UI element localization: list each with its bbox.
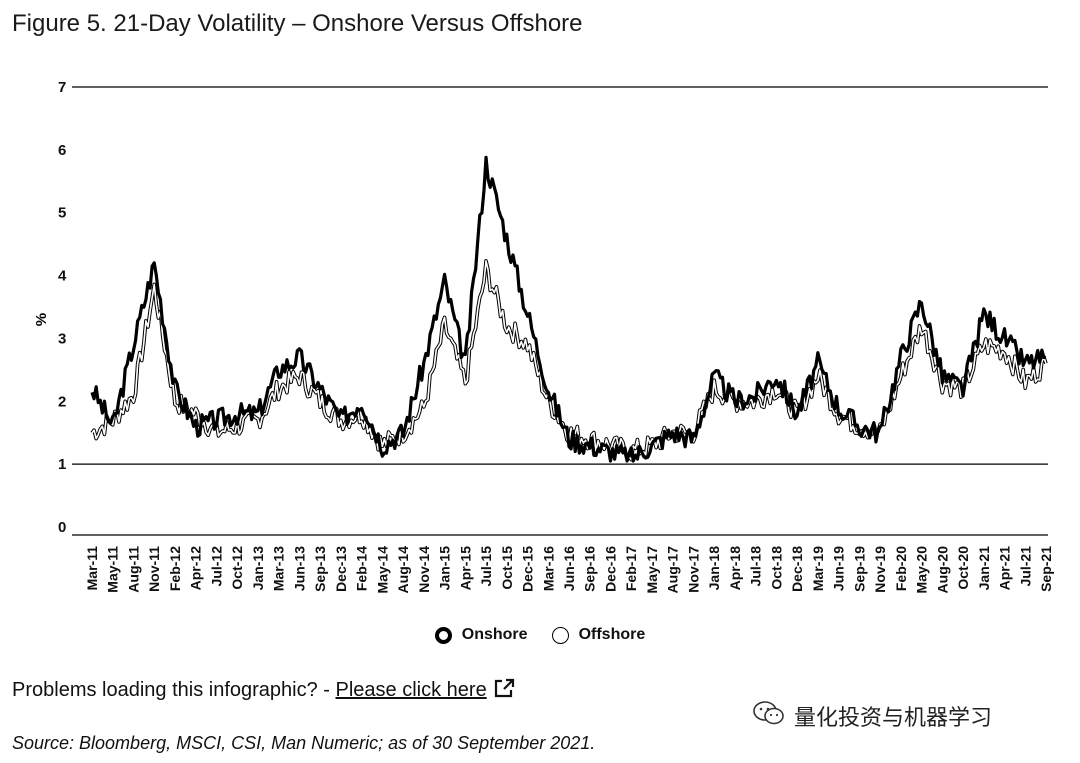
x-tick-label: Mar-11 <box>84 546 100 591</box>
x-tick-label: Jan-18 <box>706 546 722 591</box>
x-tick-label: Jul-18 <box>748 546 764 587</box>
problems-text: Problems loading this infographic? - <box>12 679 336 701</box>
x-tick-label: Jan-13 <box>250 546 266 591</box>
x-tick-label: Mar-13 <box>271 546 287 591</box>
x-tick-label: Nov-19 <box>872 546 888 593</box>
problems-loading-note: Problems loading this infographic? - Ple… <box>12 678 515 704</box>
x-tick-label: Apr-21 <box>997 546 1013 591</box>
x-tick-label: Jul-15 <box>478 546 494 587</box>
x-tick-label: Aug-11 <box>125 546 141 593</box>
x-tick-label: Sep-16 <box>582 546 598 592</box>
y-tick-label: 2 <box>58 393 66 410</box>
click-here-link[interactable]: Please click here <box>335 679 487 701</box>
y-tick-label: 4 <box>58 268 67 285</box>
x-tick-label: Sep-19 <box>851 546 867 592</box>
x-tick-label: Sep-13 <box>312 546 328 592</box>
offshore-swatch-icon <box>551 626 569 644</box>
x-tick-label: May-11 <box>105 546 121 593</box>
legend-item-onshore[interactable]: Onshore <box>434 626 528 644</box>
y-tick-label: 0 <box>58 519 66 536</box>
x-tick-label: Jul-12 <box>208 546 224 587</box>
y-tick-label: 1 <box>58 456 66 473</box>
wechat-icon <box>752 700 786 732</box>
x-tick-label: Jan-15 <box>437 546 453 591</box>
x-tick-label: Apr-12 <box>188 546 204 591</box>
x-tick-label: Aug-14 <box>395 546 411 594</box>
x-tick-label: May-14 <box>374 546 390 594</box>
x-tick-label: Feb-17 <box>623 546 639 591</box>
legend-label-offshore: Offshore <box>578 626 646 643</box>
x-tick-label: Aug-17 <box>665 546 681 594</box>
x-tick-label: Aug-20 <box>934 546 950 594</box>
y-tick-label: 5 <box>58 205 66 222</box>
wechat-watermark: 量化投资与机器学习 <box>752 700 992 732</box>
y-axis-label: % <box>33 313 50 326</box>
x-tick-label: Jul-21 <box>1017 546 1033 587</box>
x-tick-label: Jan-21 <box>976 546 992 591</box>
x-tick-label: Oct-18 <box>768 546 784 590</box>
x-tick-label: May-17 <box>644 546 660 594</box>
external-link-icon[interactable] <box>493 678 515 704</box>
y-tick-label: 7 <box>58 79 66 96</box>
figure-title: Figure 5. 21-Day Volatility – Onshore Ve… <box>12 10 583 37</box>
x-tick-label: Apr-15 <box>457 546 473 591</box>
x-tick-label: Jun-16 <box>561 546 577 591</box>
legend-item-offshore[interactable]: Offshore <box>551 626 646 644</box>
x-tick-label: Oct-15 <box>499 546 515 590</box>
x-tick-label: Jun-13 <box>291 546 307 591</box>
x-tick-label: Nov-14 <box>416 546 432 593</box>
volatility-line-chart: 0 1 2 3 4 5 6 7% Mar-11 May-11 Aug-11 Nov-11 Feb-12 A… <box>33 79 1054 594</box>
x-tick-label: Dec-15 <box>520 546 536 592</box>
onshore-swatch-icon <box>434 626 452 644</box>
x-tick-label: Nov-11 <box>146 546 162 592</box>
source-note: Source: Bloomberg, MSCI, CSI, Man Numeri… <box>12 733 596 753</box>
x-tick-label: Feb-14 <box>354 546 370 591</box>
x-tick-label: Dec-18 <box>789 546 805 592</box>
x-tick-label: Jun-19 <box>831 546 847 591</box>
x-tick-label: Apr-18 <box>727 546 743 591</box>
x-tick-label: Oct-20 <box>955 546 971 590</box>
y-tick-label: 6 <box>58 142 66 159</box>
x-tick-label: Mar-16 <box>540 546 556 591</box>
x-tick-label: Feb-20 <box>893 546 909 591</box>
x-tick-label: Oct-12 <box>229 546 245 590</box>
x-tick-label: Dec-13 <box>333 546 349 592</box>
legend-label-onshore: Onshore <box>461 626 528 643</box>
x-tick-label: May-20 <box>914 546 930 594</box>
chart-legend: Onshore Offshore <box>0 626 1080 644</box>
onshore-line <box>90 155 1047 463</box>
y-tick-label: 3 <box>58 330 66 347</box>
x-tick-label: Feb-12 <box>167 546 183 591</box>
x-tick-label: Nov-17 <box>685 546 701 593</box>
x-tick-label: Mar-19 <box>810 546 826 591</box>
x-tick-label: Sep-21 <box>1038 546 1054 592</box>
x-tick-label: Dec-16 <box>602 546 618 592</box>
watermark-text: 量化投资与机器学习 <box>794 705 993 730</box>
